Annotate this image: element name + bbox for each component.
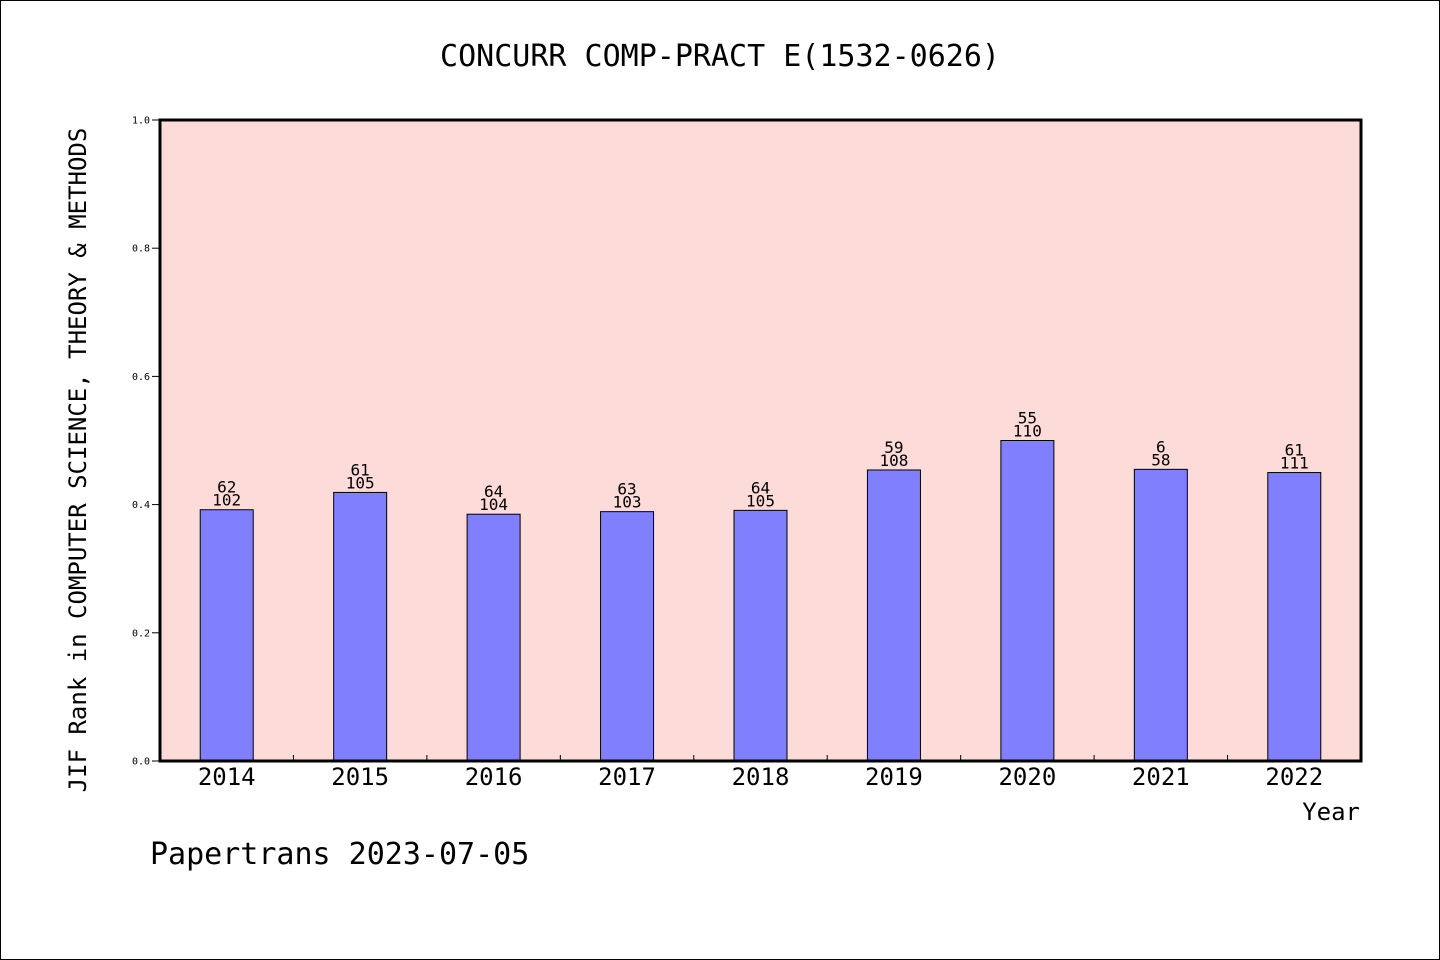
bar-total-label-2016: 104 — [479, 495, 508, 514]
bar-rank-label-2019: 59 — [884, 438, 903, 457]
bar-2020 — [1000, 440, 1055, 762]
y-axis: 0.0 0.2 0.4 0.6 0.8 1.0 — [132, 116, 160, 768]
x-tick-label-2019: 2019 — [865, 763, 923, 791]
x-tick-label-2015: 2015 — [331, 763, 389, 791]
bar-2017 — [600, 511, 655, 762]
bar-total-label-2019: 108 — [879, 451, 908, 470]
x-tick-label-2021: 2021 — [1132, 763, 1190, 791]
bar-total-label-2020: 110 — [1013, 422, 1042, 441]
bar-total-label-2018: 105 — [746, 491, 775, 510]
bar-rank-label-2022: 61 — [1285, 441, 1304, 460]
bar-2016 — [466, 513, 521, 762]
y-axis-label: JIF Rank in COMPUTER SCIENCE, THEORY & M… — [64, 128, 92, 793]
y-tick-label-0.6: 0.6 — [132, 372, 150, 383]
bar-total-label-2021: 58 — [1151, 450, 1170, 469]
bar-total-label-2015: 105 — [346, 473, 375, 492]
y-tick-label-0.0: 0.0 — [132, 757, 150, 768]
y-tick-label-0.8: 0.8 — [132, 244, 150, 255]
chart-title: CONCURR COMP-PRACT E(1532-0626) — [440, 39, 1000, 74]
bar-total-label-2022: 111 — [1280, 454, 1309, 473]
bars-group — [199, 440, 1322, 762]
bar-2022 — [1267, 472, 1322, 762]
bar-2021 — [1133, 468, 1188, 762]
bar-2014 — [199, 509, 254, 762]
bar-rank-label-2015: 61 — [351, 460, 370, 479]
y-tick-label-1.0: 1.0 — [132, 116, 150, 127]
bar-total-label-2014: 102 — [212, 491, 241, 510]
x-tick-label-2016: 2016 — [465, 763, 523, 791]
bar-2015 — [333, 491, 388, 762]
bar-2018 — [733, 509, 788, 762]
bar-rank-label-2017: 63 — [617, 480, 636, 499]
x-tick-label-2014: 2014 — [198, 763, 256, 791]
plot-border — [158, 118, 1363, 763]
x-tick-label-2017: 2017 — [598, 763, 656, 791]
x-axis-label: Year — [1302, 798, 1360, 826]
y-tick-label-0.4: 0.4 — [132, 500, 150, 511]
bar-rank-label-2016: 64 — [484, 482, 503, 501]
x-tick-label-2020: 2020 — [998, 763, 1056, 791]
bar-2019 — [866, 469, 921, 762]
bar-rank-label-2018: 64 — [751, 478, 770, 497]
bar-rank-label-2020: 55 — [1018, 409, 1037, 428]
x-axis: 2014 2015 2016 2017 2018 2019 2020 2021 2022 — [198, 755, 1323, 791]
x-tick-label-2018: 2018 — [732, 763, 790, 791]
bar-rank-label-2021: 6 — [1156, 437, 1166, 456]
y-tick-label-0.2: 0.2 — [132, 628, 150, 639]
bar-total-label-2017: 103 — [613, 493, 642, 512]
x-tick-label-2022: 2022 — [1265, 763, 1323, 791]
footer-text: Papertrans 2023-07-05 — [150, 837, 529, 872]
bar-rank-label-2014: 62 — [217, 478, 236, 497]
